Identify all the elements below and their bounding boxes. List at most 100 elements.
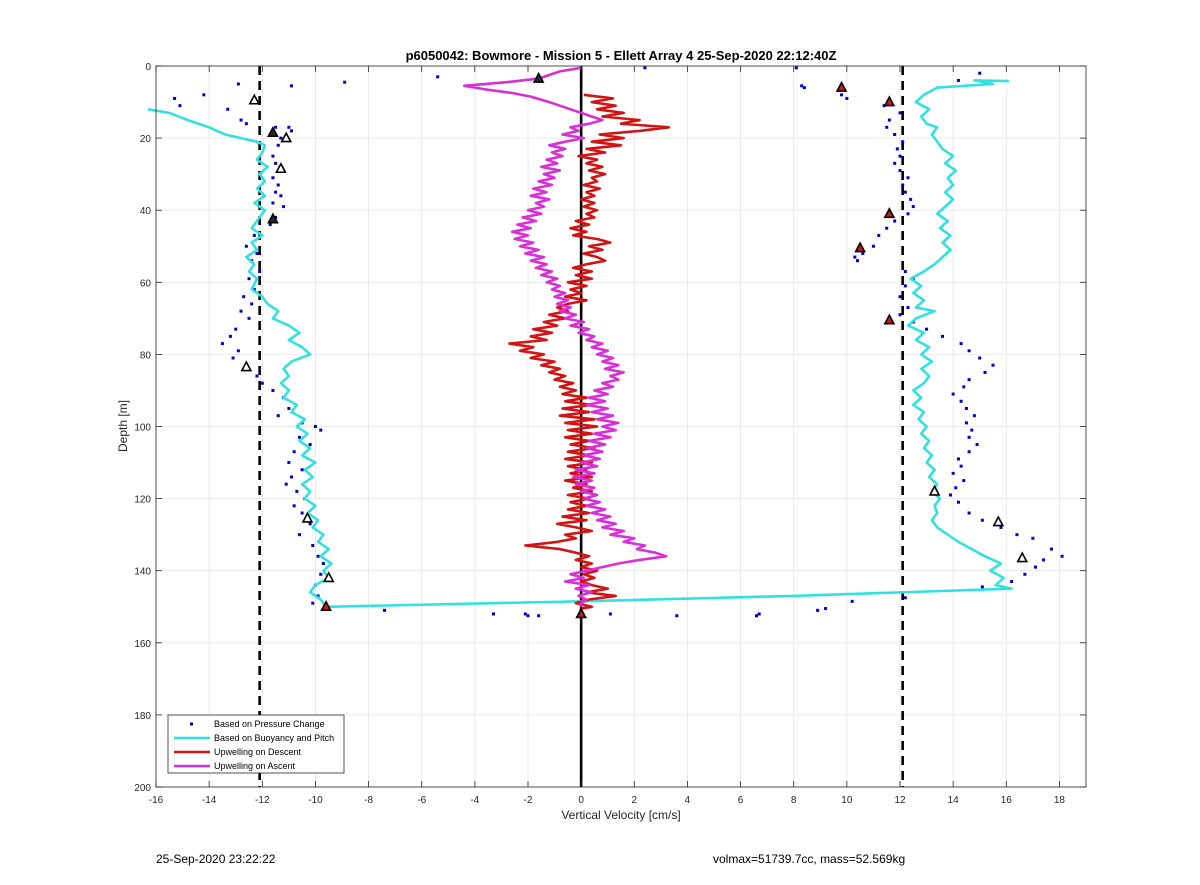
pressure-change-point: [1010, 580, 1014, 584]
triangle-marker: [928, 484, 941, 496]
triangle-marker: [532, 71, 545, 83]
legend-label: Upwelling on Descent: [214, 747, 302, 757]
pressure-change-point: [855, 259, 859, 263]
pressure-change-point: [343, 80, 347, 84]
pressure-change-point: [903, 596, 907, 600]
y-tick-label: 40: [140, 206, 152, 217]
pressure-change-point: [308, 443, 312, 447]
pressure-change-point: [271, 154, 275, 158]
pressure-change-point: [290, 84, 294, 88]
legend-swatch-point: [190, 722, 193, 726]
pressure-change-point: [983, 370, 987, 374]
legend: Based on Pressure Change Based on Buoyanc…: [167, 714, 345, 774]
triangle-marker: [267, 212, 279, 224]
y-tick-label: 120: [134, 495, 151, 506]
x-tick-label: -4: [470, 795, 479, 806]
pressure-change-point: [816, 608, 820, 612]
pressure-change-point: [523, 612, 527, 616]
pressure-change-point: [954, 486, 958, 490]
triangle-marker: [280, 131, 293, 143]
legend-entry-based-on-buoyancy-and-pitch: Based on Buoyancy and Pitch: [174, 733, 334, 743]
pressure-change-point: [906, 306, 910, 310]
marker-layer: [240, 71, 1029, 619]
pressure-change-point: [951, 392, 955, 396]
pressure-change-point: [491, 612, 495, 616]
pressure-change-point: [236, 82, 240, 86]
x-tick-label: 4: [685, 795, 691, 806]
legend-label: Upwelling on Ascent: [214, 761, 296, 771]
footer-info: volmax=51739.7cc, mass=52.569kg: [713, 852, 906, 866]
pressure-change-point: [297, 435, 301, 439]
pressure-change-point: [271, 176, 275, 180]
pressure-change-point: [287, 125, 291, 129]
pressure-change-point: [885, 125, 889, 129]
pressure-change-point: [964, 406, 968, 410]
legend-entry-upwelling-on-ascent: Upwelling on Ascent: [174, 761, 296, 771]
y-tick-label: 20: [140, 134, 152, 145]
y-axis-label: Depth [m]: [116, 400, 130, 452]
pressure-change-point: [226, 107, 230, 111]
pressure-change-point: [956, 457, 960, 461]
pressure-change-point: [284, 482, 288, 486]
pressure-change-point: [885, 226, 889, 230]
pressure-change-point: [853, 255, 857, 259]
pressure-change-point: [313, 425, 317, 428]
x-tick-label: -6: [417, 795, 426, 806]
pressure-change-point: [980, 585, 984, 589]
pressure-change-point: [279, 194, 283, 198]
pressure-change-point: [956, 500, 960, 504]
pressure-change-point: [295, 489, 299, 493]
pressure-change-point: [1049, 547, 1053, 551]
pressure-change-point: [802, 86, 806, 90]
triangle-marker: [248, 93, 261, 105]
pressure-change-point: [755, 614, 759, 618]
pressure-change-point: [903, 190, 907, 194]
triangle-marker: [883, 207, 896, 219]
pressure-change-point: [255, 374, 259, 378]
pressure-change-point: [231, 356, 235, 360]
pressure-change-point: [252, 233, 256, 237]
pressure-change-point: [800, 84, 804, 88]
pressure-change-point: [877, 233, 881, 237]
pressure-change-point: [252, 288, 256, 292]
pressure-change-point: [260, 381, 264, 385]
pressure-change-point: [300, 468, 304, 472]
pressure-change-point: [276, 183, 280, 187]
triangle-markers-open: [240, 93, 1029, 583]
pressure-change-point: [383, 608, 387, 612]
pressure-change-point: [292, 504, 296, 508]
pressure-change-point: [898, 154, 902, 158]
y-tick-label: 100: [134, 423, 151, 434]
pressure-change-point: [258, 269, 262, 273]
triangle-marker: [992, 515, 1005, 527]
y-tick-label: 60: [140, 278, 152, 289]
x-axis-label: Vertical Velocity [cm/s]: [561, 808, 680, 822]
pressure-change-point: [925, 327, 929, 331]
pressure-change-point: [906, 176, 910, 180]
pressure-change-point: [526, 614, 530, 618]
pressure-change-point: [901, 183, 905, 187]
pressure-change-point: [1015, 533, 1019, 537]
triangle-markers-dark: [267, 71, 545, 224]
triangle-marker: [883, 95, 896, 107]
pressure-change-point: [319, 428, 323, 432]
triangle-marker: [883, 313, 896, 325]
pressure-change-point: [178, 104, 182, 108]
pressure-change-point: [271, 201, 275, 205]
x-tick-label: -2: [524, 795, 533, 806]
pressure-change-point: [242, 295, 246, 299]
pressure-change-point: [274, 215, 278, 219]
pressure-change-point: [234, 327, 238, 331]
pressure-change-point: [911, 205, 915, 209]
x-tick-label: 8: [791, 795, 797, 806]
pressure-change-point: [274, 161, 278, 165]
pressure-change-point: [675, 614, 679, 618]
pressure-change-point: [1023, 572, 1027, 576]
pressure-change-point: [794, 66, 798, 70]
pressure-change-point: [643, 66, 647, 70]
axis-ticks: -16 -14 -12 -10 -8 -6 -4 -2 0 2 4 6 8 10 12 14 16 1802040…: [134, 62, 1086, 806]
series-upwelling-on-ascent-line: [462, 66, 668, 607]
pressure-change-point: [244, 244, 248, 248]
pressure-change-point: [959, 342, 963, 346]
